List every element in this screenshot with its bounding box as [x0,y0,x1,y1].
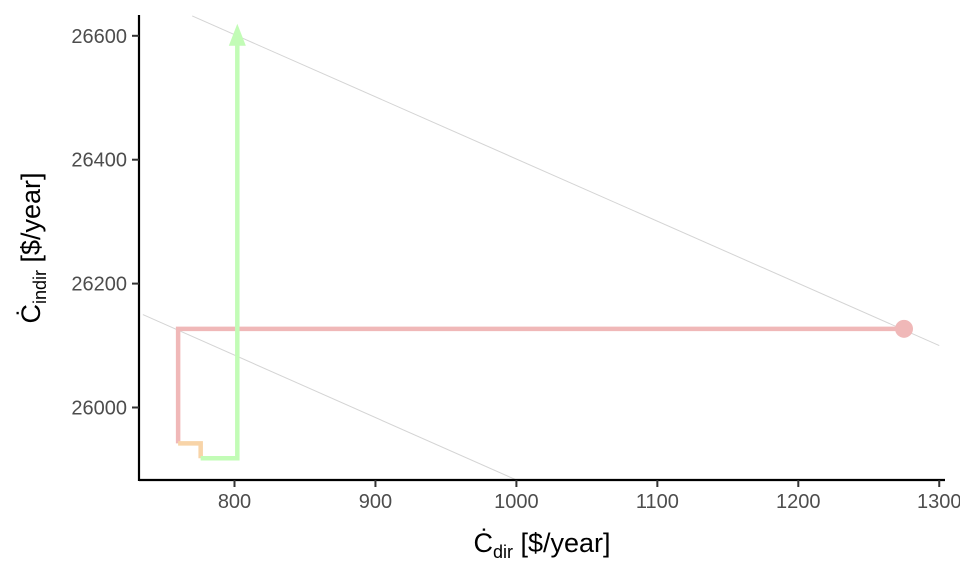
x-axis-title: Ċdir [$/year] [473,527,610,562]
y-axis-subscript: indir [30,270,50,304]
reference-line-2 [142,314,517,480]
y-tick-label: 26600 [71,26,127,48]
y-axis-symbol: Ċ [15,304,46,324]
series-3-arrowhead [228,23,246,46]
x-axis-unit: [$/year] [513,528,611,558]
y-tick-label: 26400 [71,150,127,172]
series-1-start-marker [895,319,914,338]
y-tick-label: 26000 [71,398,127,420]
x-axis-subscript: dir [493,542,513,562]
y-ticks: 26000 26200 26400 26600 [71,26,139,420]
axes [137,15,945,482]
x-tick-label: 800 [218,491,251,513]
series-2-line [178,441,203,459]
y-tick-label: 26200 [71,274,127,296]
reference-lines [142,15,940,480]
x-axis-symbol: Ċ [473,527,493,558]
series-1-line [175,326,905,444]
reference-line-1 [192,15,940,347]
x-tick-label: 1300 [917,491,960,513]
x-tick-label: 1100 [636,491,679,513]
x-tick-label: 1200 [776,491,821,513]
x-tick-label: 900 [359,491,392,513]
x-ticks: 800 900 1000 1100 1200 1300 [218,480,960,513]
x-tick-label: 1000 [494,491,539,513]
y-axis-unit: [$/year] [16,172,46,270]
series-3-line [200,35,240,461]
y-axis-title: Ċindir [$/year] [15,172,50,323]
series-layer [175,23,914,461]
